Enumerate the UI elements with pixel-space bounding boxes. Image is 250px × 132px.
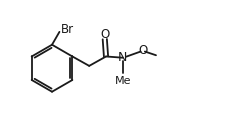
Text: O: O bbox=[138, 44, 147, 57]
Text: Me: Me bbox=[114, 76, 131, 86]
Text: Br: Br bbox=[61, 23, 74, 36]
Text: N: N bbox=[118, 51, 128, 64]
Text: O: O bbox=[100, 28, 110, 41]
